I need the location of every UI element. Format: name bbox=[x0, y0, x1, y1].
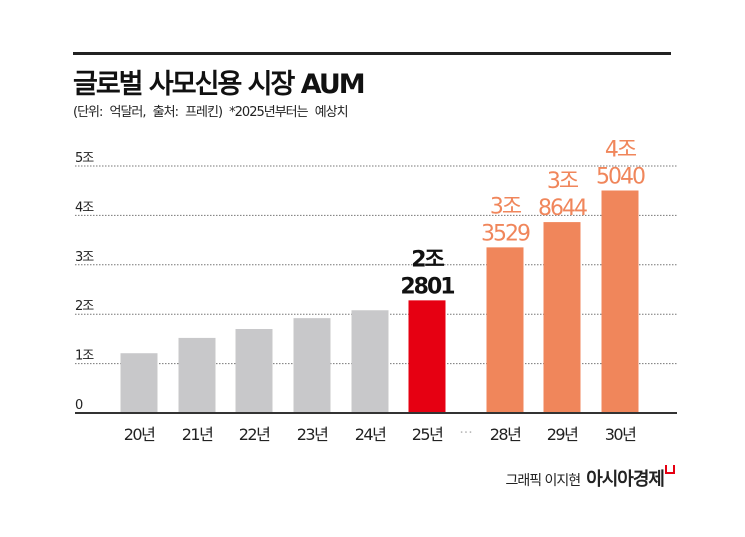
x-tick-label: 21년 bbox=[182, 425, 213, 444]
x-tick-label: 30년 bbox=[605, 425, 636, 444]
axis-break-dots: ··· bbox=[459, 425, 472, 441]
bar-value-label-trillion: 3조 bbox=[490, 194, 522, 219]
bar-24년 bbox=[351, 310, 389, 413]
y-tick-label: 4조 bbox=[75, 200, 94, 215]
bar-29년 bbox=[543, 222, 581, 413]
bar-value-label-rest: 3529 bbox=[481, 221, 530, 246]
y-tick-label: 3조 bbox=[75, 250, 94, 265]
bar-28년 bbox=[486, 247, 524, 413]
y-tick-label: 5조 bbox=[75, 151, 94, 166]
chart-subtitle: (단위: 억달러, 출처: 프레킨) *2025년부터는 예상치 bbox=[73, 105, 349, 120]
bar-value-label-trillion: 4조 bbox=[605, 138, 637, 163]
bar-value-label-rest: 8644 bbox=[538, 196, 587, 221]
bar-23년 bbox=[293, 318, 331, 413]
bar-value-label-rest: 2801 bbox=[400, 274, 454, 299]
bar-25년 bbox=[408, 300, 446, 413]
y-tick-label: 1조 bbox=[75, 349, 94, 364]
brand-mark-icon bbox=[665, 465, 675, 474]
x-tick-label: 24년 bbox=[355, 425, 386, 444]
x-tick-label: 22년 bbox=[239, 425, 270, 444]
x-tick-label: 20년 bbox=[124, 425, 155, 444]
bar-22년 bbox=[235, 329, 273, 413]
x-tick-label: 29년 bbox=[547, 425, 578, 444]
bar-value-label-trillion: 2조 bbox=[411, 247, 444, 272]
y-tick-label: 0 bbox=[75, 398, 83, 413]
bar-value-label-trillion: 3조 bbox=[547, 169, 579, 194]
x-tick-label: 28년 bbox=[490, 425, 521, 444]
top-rule bbox=[73, 52, 671, 55]
chart-title: 글로벌 사모신용 시장 AUM bbox=[73, 69, 366, 100]
bar-30년 bbox=[601, 190, 639, 413]
bar-20년 bbox=[120, 353, 158, 413]
bar-value-label-rest: 5040 bbox=[596, 165, 645, 190]
credit-author: 그래픽 이지현 bbox=[505, 473, 581, 489]
x-tick-label: 23년 bbox=[297, 425, 328, 444]
y-tick-label: 2조 bbox=[75, 299, 94, 314]
x-tick-label: 25년 bbox=[412, 425, 443, 444]
credit: 그래픽 이지현 아시아경제 bbox=[505, 465, 675, 491]
brand-logo: 아시아경제 bbox=[586, 469, 665, 490]
bar-21년 bbox=[178, 337, 216, 413]
